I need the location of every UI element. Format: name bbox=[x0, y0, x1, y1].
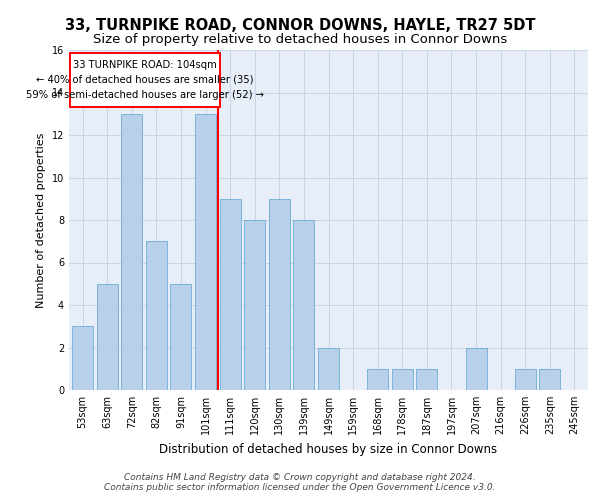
Text: 33 TURNPIKE ROAD: 104sqm: 33 TURNPIKE ROAD: 104sqm bbox=[73, 60, 217, 70]
X-axis label: Distribution of detached houses by size in Connor Downs: Distribution of detached houses by size … bbox=[160, 442, 497, 456]
Bar bbox=[318, 348, 339, 390]
FancyBboxPatch shape bbox=[70, 53, 220, 108]
Bar bbox=[244, 220, 265, 390]
Bar bbox=[466, 348, 487, 390]
Y-axis label: Number of detached properties: Number of detached properties bbox=[36, 132, 46, 308]
Bar bbox=[195, 114, 216, 390]
Bar bbox=[416, 369, 437, 390]
Bar bbox=[97, 284, 118, 390]
Text: 33, TURNPIKE ROAD, CONNOR DOWNS, HAYLE, TR27 5DT: 33, TURNPIKE ROAD, CONNOR DOWNS, HAYLE, … bbox=[65, 18, 535, 32]
Bar bbox=[146, 242, 167, 390]
Text: 59% of semi-detached houses are larger (52) →: 59% of semi-detached houses are larger (… bbox=[26, 90, 264, 101]
Bar bbox=[170, 284, 191, 390]
Bar bbox=[539, 369, 560, 390]
Bar bbox=[220, 198, 241, 390]
Bar bbox=[293, 220, 314, 390]
Bar bbox=[367, 369, 388, 390]
Bar bbox=[121, 114, 142, 390]
Bar bbox=[392, 369, 413, 390]
Text: ← 40% of detached houses are smaller (35): ← 40% of detached houses are smaller (35… bbox=[36, 74, 254, 85]
Bar bbox=[269, 198, 290, 390]
Text: Contains HM Land Registry data © Crown copyright and database right 2024.
Contai: Contains HM Land Registry data © Crown c… bbox=[104, 473, 496, 492]
Bar bbox=[72, 326, 93, 390]
Text: Size of property relative to detached houses in Connor Downs: Size of property relative to detached ho… bbox=[93, 32, 507, 46]
Bar bbox=[515, 369, 536, 390]
